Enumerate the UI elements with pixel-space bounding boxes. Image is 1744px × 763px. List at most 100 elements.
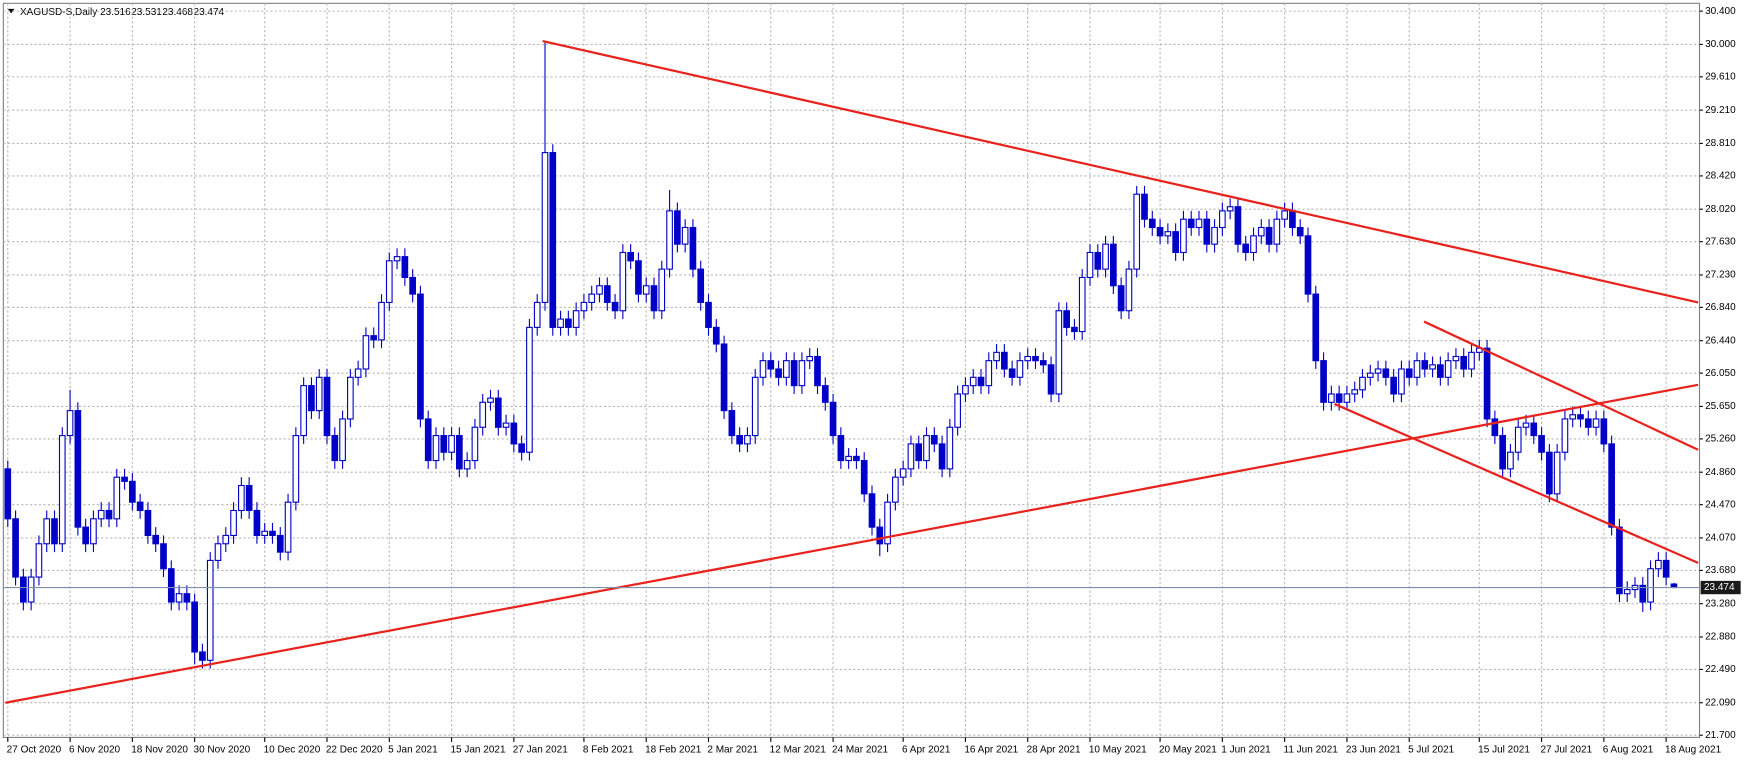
menu-arrow[interactable] — [7, 8, 15, 14]
candle-body-down — [1483, 347, 1491, 420]
candle-body-up — [1328, 393, 1335, 403]
candle-body-down — [1499, 435, 1506, 470]
candle-body-up — [97, 509, 105, 520]
header-open: 23.516 — [100, 7, 131, 18]
candle-body-down — [199, 651, 206, 661]
candle-body-down — [1117, 285, 1125, 312]
candle-body-down — [276, 534, 284, 553]
candle-body-up — [448, 435, 455, 453]
candle-body-up — [1398, 368, 1405, 395]
candle-body-up — [1164, 231, 1172, 237]
candle-body-up — [1226, 206, 1234, 212]
candle-body-down — [1546, 451, 1553, 495]
candle-body-down — [814, 355, 821, 387]
y-tick-label: 26.440 — [1705, 335, 1736, 346]
candle-body-down — [167, 568, 175, 603]
x-tick-label: 10 May 2021 — [1089, 744, 1147, 755]
candle-body-down — [1335, 393, 1343, 403]
candle-body-down — [269, 530, 276, 537]
y-tick-label: 28.020 — [1705, 204, 1736, 215]
candle-body-down — [1296, 226, 1304, 237]
candle-body-down — [1390, 376, 1397, 395]
candle-body-down — [1304, 235, 1312, 295]
candle-body-up — [954, 393, 961, 428]
candle-body-down — [191, 601, 198, 653]
candle-body-up — [261, 530, 269, 537]
trend-line — [1334, 402, 1699, 564]
candle-body-down — [650, 285, 658, 312]
candle-body-up — [798, 360, 806, 387]
x-tick-label: 28 Apr 2021 — [1027, 744, 1081, 755]
candle-body-down — [915, 443, 923, 462]
x-tick-label: 1 Jun 2021 — [1221, 744, 1271, 755]
x-tick-label: 27 Oct 2020 — [7, 744, 62, 755]
candle-body-up — [300, 385, 307, 437]
x-tick-label: 18 Aug 2021 — [1665, 744, 1722, 755]
candle-body-up — [432, 435, 440, 462]
y-tick-label: 24.070 — [1705, 533, 1736, 544]
y-tick-label: 21.700 — [1705, 730, 1736, 741]
candle-body-down — [1584, 418, 1592, 428]
y-tick-label: 25.650 — [1705, 401, 1736, 412]
y-tick-label: 23.280 — [1705, 598, 1736, 609]
price-label-box — [1700, 580, 1741, 595]
candle-body-up — [907, 443, 915, 470]
candle-body-down — [1437, 364, 1444, 378]
x-tick-label: 20 May 2021 — [1159, 744, 1217, 755]
candle-body-down — [853, 455, 860, 462]
candle-body-down — [121, 476, 128, 482]
y-tick-label: 30.400 — [1705, 6, 1736, 17]
candle-body-up — [206, 559, 214, 661]
candle-body-down — [627, 251, 634, 262]
candle-body-up — [557, 318, 564, 328]
y-tick-label: 26.050 — [1705, 368, 1736, 379]
candle-body-down — [424, 418, 432, 462]
candle-body-up — [1514, 426, 1522, 453]
candle-body-up — [962, 385, 969, 395]
x-tick-label: 18 Nov 2020 — [131, 744, 188, 755]
candle-body-down — [728, 410, 736, 437]
candle-body-up — [43, 518, 51, 545]
candle-body-up — [619, 251, 627, 312]
candle-body-down — [635, 260, 642, 295]
candle-body-up — [899, 468, 907, 478]
header-high: 23.531 — [131, 7, 162, 18]
candle-body-down — [1662, 559, 1670, 578]
candle-body-up — [1359, 376, 1366, 391]
candle-body-up — [1078, 276, 1086, 333]
candle-body-down — [1047, 364, 1055, 395]
candle-body-up — [541, 152, 549, 303]
candle-body-down — [51, 518, 58, 545]
candle-body-up — [1133, 193, 1141, 270]
y-tick-label: 22.880 — [1705, 632, 1736, 643]
price-label: 23.474 — [1704, 582, 1735, 593]
candle-body-down — [1001, 351, 1008, 370]
candle-body-down — [829, 401, 837, 437]
x-tick-label: 5 Jan 2021 — [388, 744, 438, 755]
candle-body-down — [4, 468, 12, 520]
x-tick-label: 22 Dec 2020 — [326, 744, 383, 755]
y-tick-label: 26.840 — [1705, 302, 1736, 313]
candle-body-down — [1460, 355, 1468, 370]
candle-body-up — [1351, 389, 1359, 395]
candle-body-up — [1553, 451, 1561, 495]
candle-body-up — [1452, 355, 1460, 362]
header-low: 23.468 — [162, 7, 193, 18]
candle-body-up — [1250, 235, 1257, 254]
y-tick-label: 27.630 — [1705, 236, 1736, 247]
candle-body-up — [642, 285, 650, 295]
candle-body-down — [183, 593, 191, 603]
candle-body-up — [1195, 218, 1203, 229]
candle-body-up — [1561, 418, 1569, 453]
candle-body-down — [674, 210, 681, 245]
y-tick-label: 29.610 — [1705, 72, 1736, 83]
x-tick-label: 6 Aug 2021 — [1603, 744, 1654, 755]
candle-body-down — [82, 526, 89, 545]
candle-body-down — [12, 518, 19, 578]
candle-body-up — [1180, 218, 1187, 254]
candle-body-down — [603, 285, 611, 303]
candle-body-up — [487, 397, 494, 403]
candle-body-up — [658, 268, 666, 312]
